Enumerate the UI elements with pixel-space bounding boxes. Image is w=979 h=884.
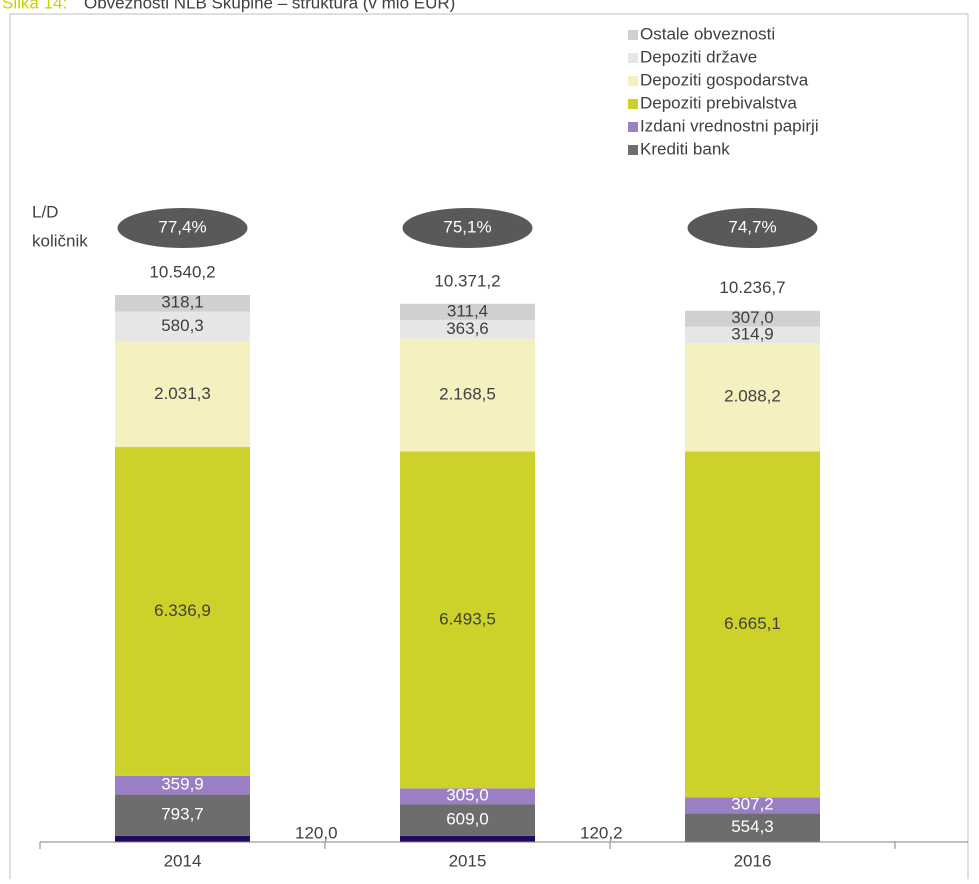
data-label: 311,4 (447, 301, 488, 320)
title-prefix: Slika 14: (2, 0, 67, 12)
total-label: 10.371,2 (434, 271, 500, 290)
data-label: 120,2 (580, 823, 623, 842)
bar-segment (115, 775, 250, 795)
bar-segment (400, 788, 535, 805)
data-label: 305,0 (446, 786, 489, 805)
legend-label: Izdani vrednostni papirji (640, 116, 819, 135)
bar-segment (400, 451, 535, 789)
bar-segment (685, 326, 820, 344)
bar-segment (685, 813, 820, 842)
ratio-value: 75,1% (443, 217, 491, 236)
data-label: 318,1 (161, 293, 204, 312)
ratio-badge (687, 208, 818, 248)
frame (9, 13, 969, 884)
ratio-value: 77,4% (158, 217, 206, 236)
data-label: 363,6 (446, 319, 489, 338)
total-label: 10.236,7 (719, 278, 785, 297)
data-label: 307,0 (731, 308, 774, 327)
data-label: 2.031,3 (154, 384, 211, 403)
ratio-label: količnik (32, 231, 88, 250)
ratio-value: 74,7% (728, 217, 776, 236)
chart-title: Obveznosti NLB Skupine – struktura (v mi… (84, 0, 455, 12)
data-label: 2.088,2 (724, 387, 781, 406)
legend-label: Depoziti države (640, 47, 757, 66)
legend-label: Depoziti prebivalstva (640, 93, 797, 112)
x-tick-label: 2016 (734, 851, 772, 870)
data-label: 307,2 (731, 795, 774, 814)
bar-segment (115, 835, 250, 842)
bar-segment (400, 319, 535, 339)
legend-swatch (628, 122, 638, 132)
legend-label: Krediti bank (640, 139, 730, 158)
bar-segment (115, 447, 250, 776)
bar-segment (685, 451, 820, 798)
bar-segment (685, 797, 820, 814)
data-label: 6.336,9 (154, 601, 211, 620)
x-tick-label: 2014 (164, 851, 202, 870)
ratio-badge (117, 208, 248, 248)
data-label: 2.168,5 (439, 385, 496, 404)
legend-label: Depoziti gospodarstva (640, 70, 809, 89)
data-label: 793,7 (161, 805, 204, 824)
ratio-badge (402, 208, 533, 248)
bar-segment (400, 338, 535, 452)
data-label: 6.493,5 (439, 609, 496, 628)
data-label: 6.665,1 (724, 614, 781, 633)
data-label: 359,9 (161, 775, 204, 794)
bar-segment (685, 310, 820, 327)
data-label: 314,9 (731, 324, 774, 343)
legend-label: Ostale obveznosti (640, 24, 775, 43)
bar-segment (115, 341, 250, 448)
total-label: 10.540,2 (149, 262, 215, 281)
legend-swatch (628, 53, 638, 63)
data-label: 554,3 (731, 817, 774, 836)
legend-swatch (628, 30, 638, 40)
legend-swatch (628, 99, 638, 109)
bar-segment (400, 303, 535, 320)
bar-segment (400, 804, 535, 836)
data-label: 120,0 (295, 823, 338, 842)
bar-segment (115, 794, 250, 836)
legend-swatch (628, 76, 638, 86)
bar-segment (115, 311, 250, 342)
data-label: 609,0 (446, 809, 489, 828)
ratio-label: L/D (32, 202, 58, 221)
data-label: 580,3 (161, 316, 204, 335)
legend-swatch (628, 145, 638, 155)
bar-segment (400, 835, 535, 842)
bar-segment (115, 295, 250, 312)
x-tick-label: 2015 (449, 851, 487, 870)
bar-segment (685, 343, 820, 452)
